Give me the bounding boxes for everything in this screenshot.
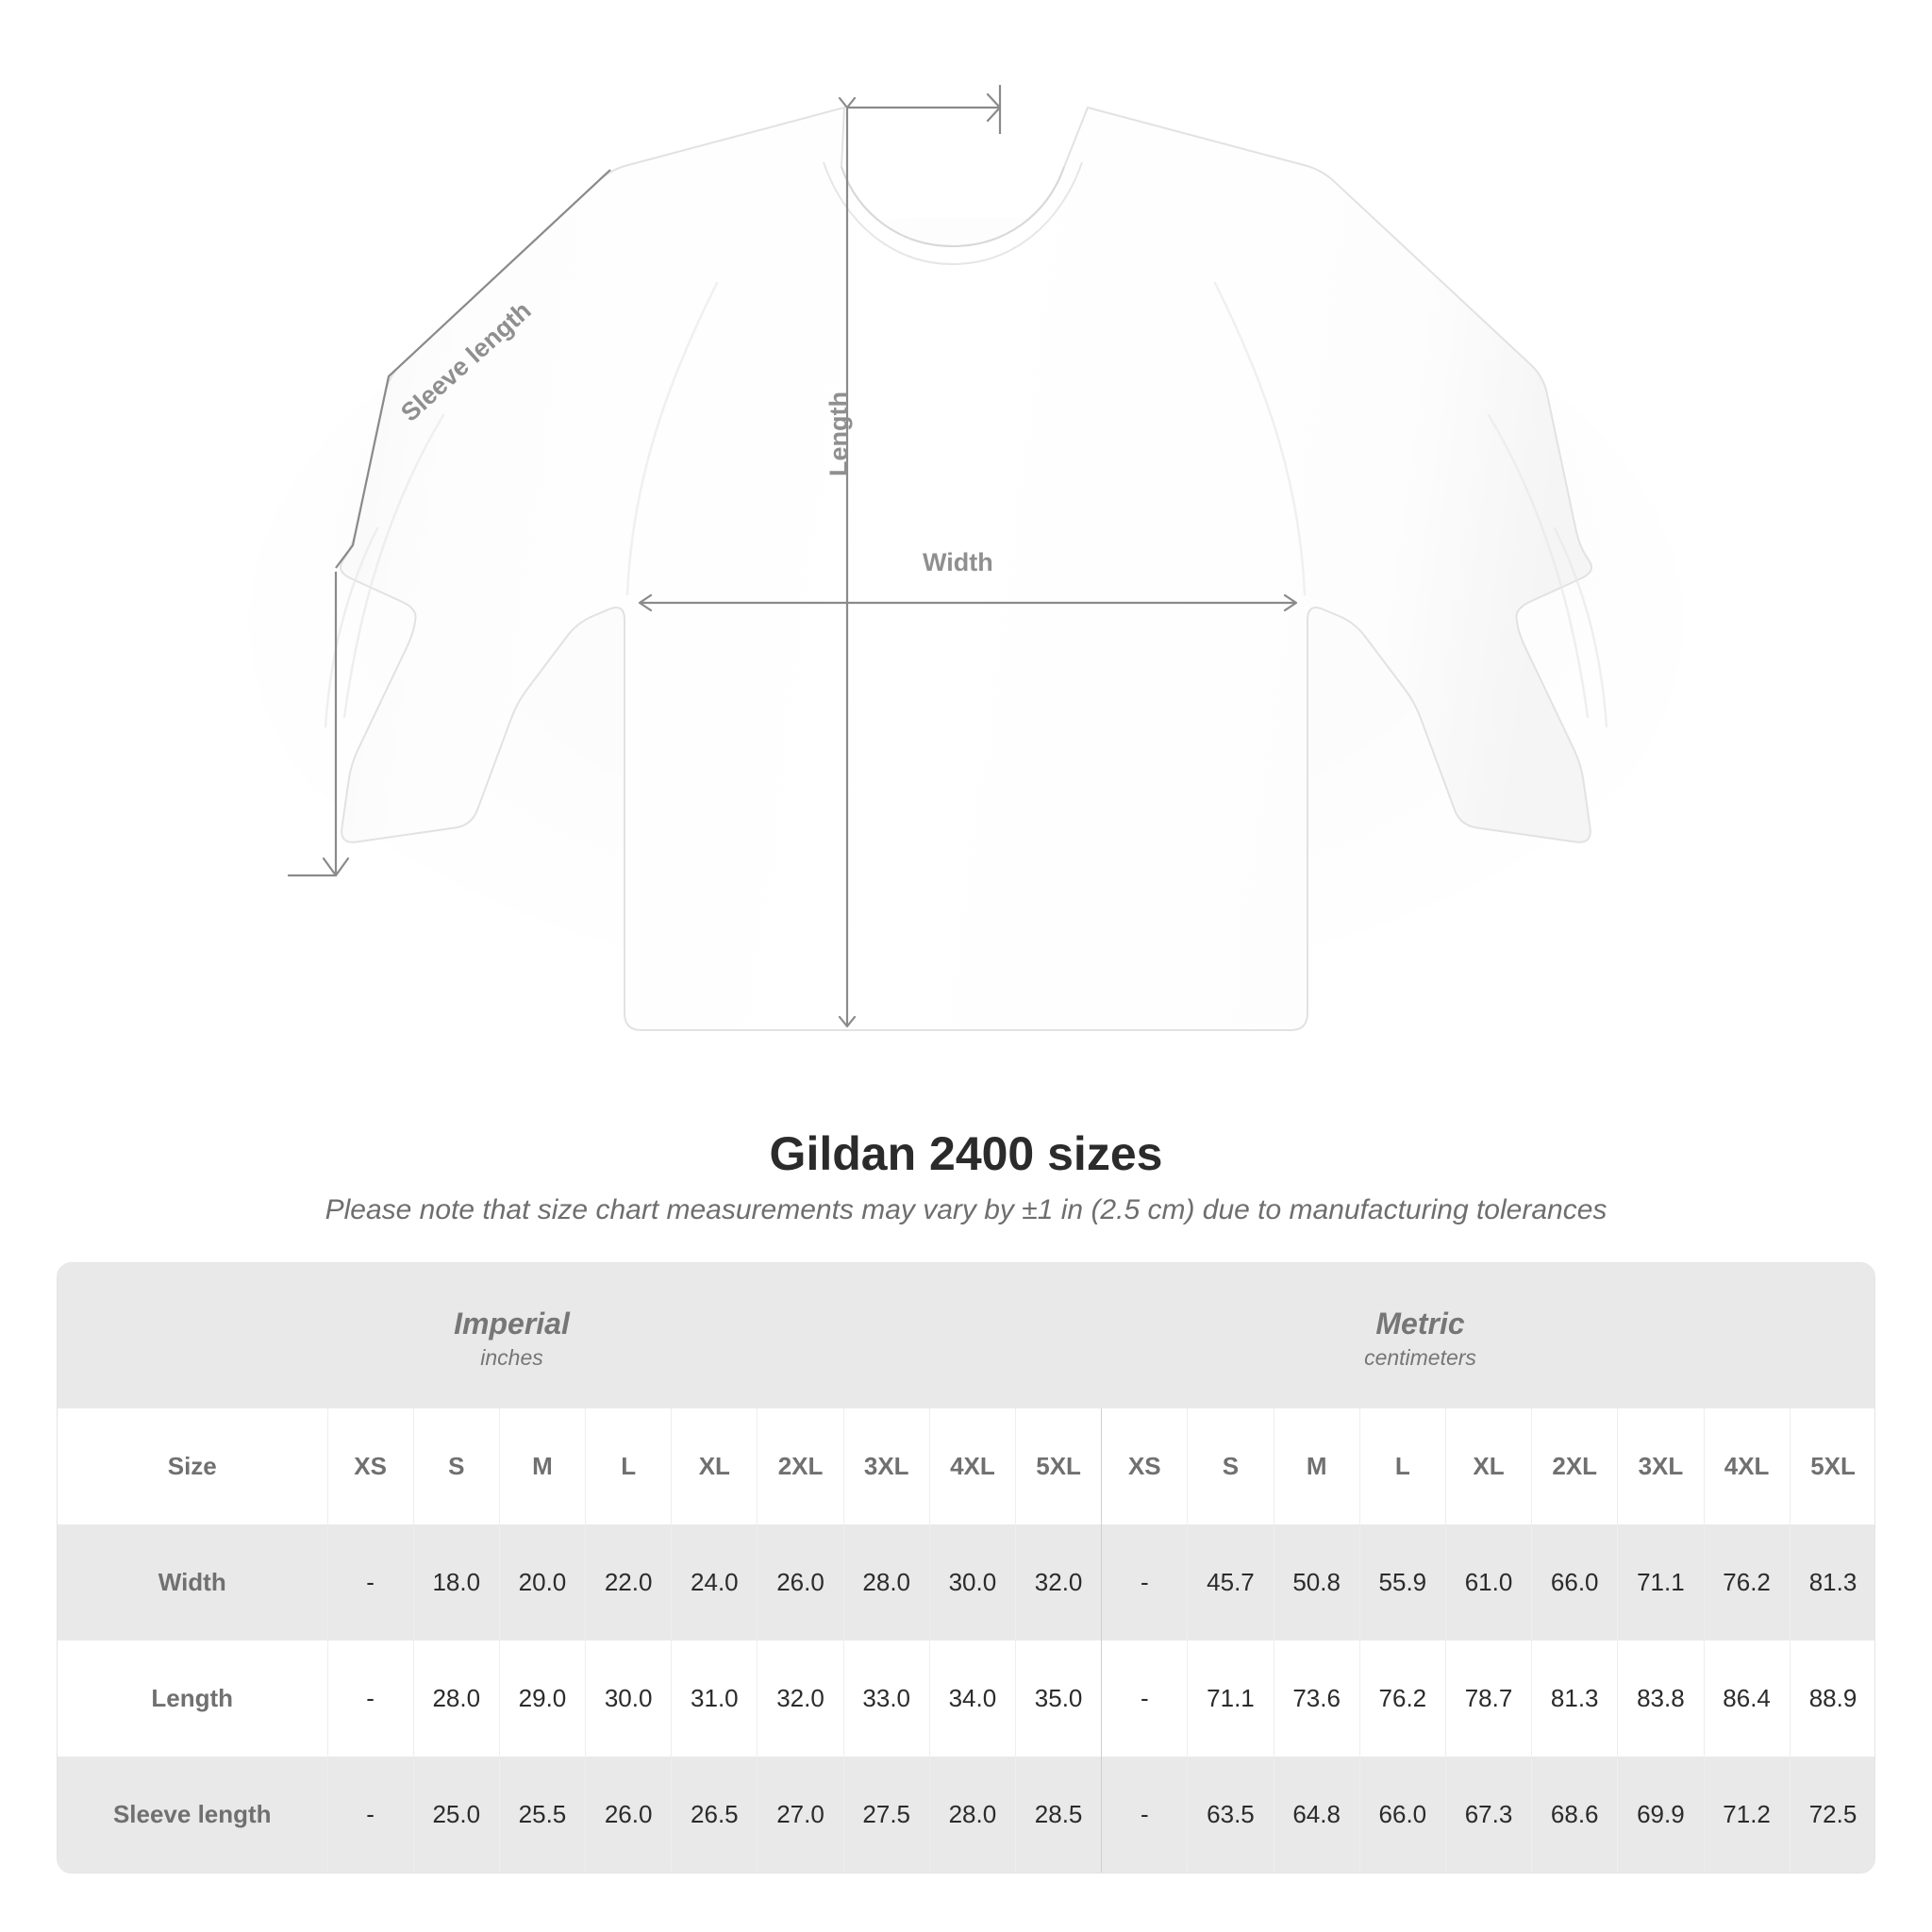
svg-text:Length: Length — [824, 391, 853, 476]
svg-text:Width: Width — [923, 548, 993, 576]
